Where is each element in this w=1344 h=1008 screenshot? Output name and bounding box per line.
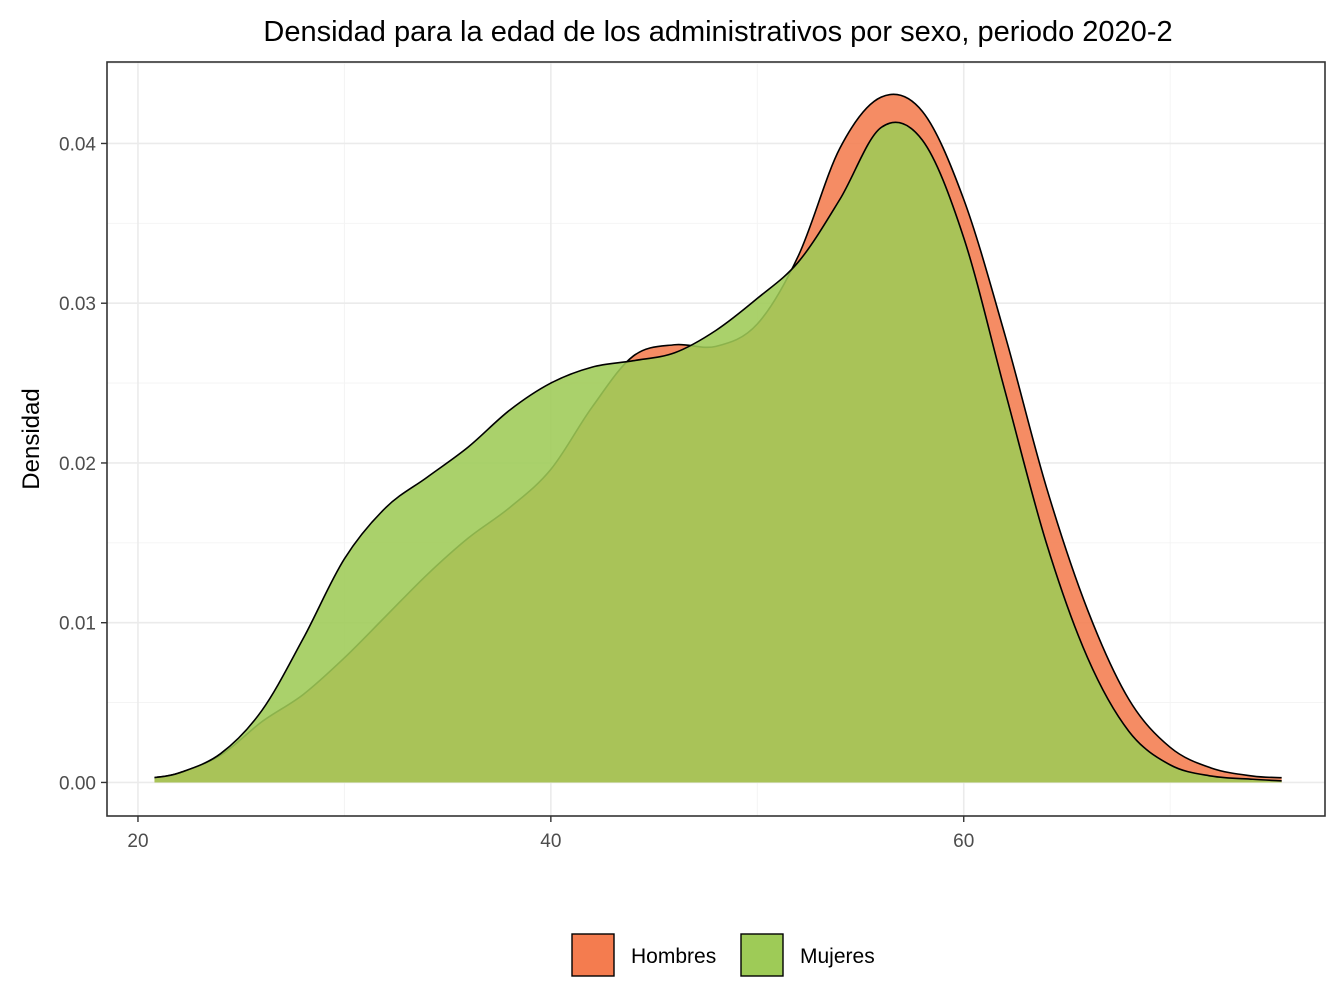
x-tick-label: 40 (540, 831, 561, 852)
legend: Hombres Mujeres (571, 933, 875, 977)
y-tick-label: 0.00 (59, 773, 96, 794)
panel-border (106, 61, 1326, 817)
y-tick-label: 0.03 (59, 294, 96, 315)
plot-panel (106, 61, 1326, 817)
legend-key-mujeres (740, 933, 784, 977)
y-tick-label: 0.02 (59, 454, 96, 475)
legend-key-hombres (571, 933, 615, 977)
y-tick-label: 0.01 (59, 614, 96, 635)
density-area-mujeres (154, 122, 1282, 783)
chart-title: Densidad para la edad de los administrat… (263, 16, 1172, 48)
x-tick-label: 60 (953, 831, 974, 852)
y-axis-title: Densidad (18, 388, 45, 489)
legend-label-mujeres: Mujeres (800, 945, 875, 968)
density-line-mujeres (154, 121, 1282, 782)
y-tick-label: 0.04 (59, 134, 96, 155)
x-tick-label: 20 (127, 831, 148, 852)
density-areas (154, 93, 1282, 783)
legend-label-hombres: Hombres (631, 945, 716, 968)
y-axis: 0.00 0.01 0.02 0.03 0.04 (59, 134, 107, 794)
x-axis: 20 40 60 (127, 816, 974, 852)
